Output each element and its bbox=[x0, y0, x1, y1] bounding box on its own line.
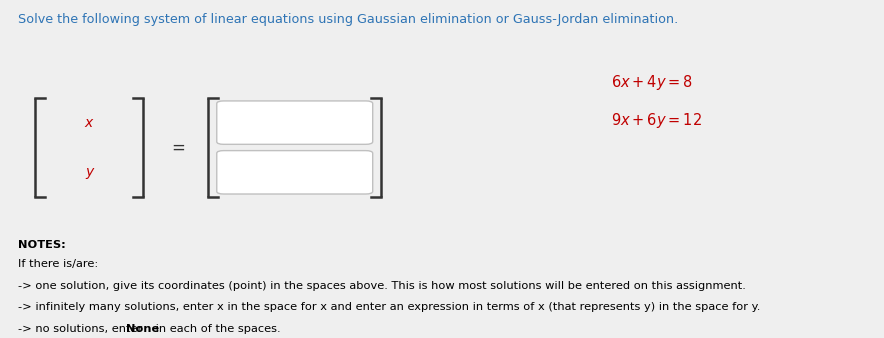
Text: Solve the following system of linear equations using Gaussian elimination or Gau: Solve the following system of linear equ… bbox=[18, 13, 678, 26]
Text: $6x + 4y = 8$: $6x + 4y = 8$ bbox=[611, 73, 693, 92]
Text: $9x + 6y = 12$: $9x + 6y = 12$ bbox=[611, 112, 702, 130]
Text: None: None bbox=[126, 323, 159, 334]
Text: -> one solution, give its coordinates (point) in the spaces above. This is how m: -> one solution, give its coordinates (p… bbox=[18, 281, 745, 291]
Text: =: = bbox=[171, 139, 185, 156]
Text: x: x bbox=[85, 116, 93, 130]
FancyBboxPatch shape bbox=[217, 151, 373, 194]
FancyBboxPatch shape bbox=[217, 101, 373, 144]
Text: -> no solutions, enter: -> no solutions, enter bbox=[18, 323, 145, 334]
Text: -> infinitely many solutions, enter x in the space for x and enter an expression: -> infinitely many solutions, enter x in… bbox=[18, 302, 760, 312]
Text: y: y bbox=[85, 165, 93, 179]
Text: NOTES:: NOTES: bbox=[18, 240, 65, 250]
Text: If there is/are:: If there is/are: bbox=[18, 259, 98, 269]
Text: in each of the spaces.: in each of the spaces. bbox=[152, 323, 280, 334]
